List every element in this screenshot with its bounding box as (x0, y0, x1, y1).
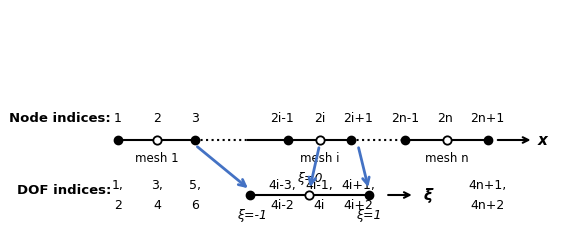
Text: 1: 1 (114, 111, 122, 124)
Text: 2i: 2i (314, 111, 325, 124)
Text: DOF indices:: DOF indices: (17, 184, 111, 196)
Text: 2n+1: 2n+1 (471, 111, 505, 124)
Text: 2n: 2n (437, 111, 452, 124)
Text: 2: 2 (114, 198, 122, 211)
Text: 6: 6 (191, 198, 199, 211)
Text: 3: 3 (191, 111, 199, 124)
Text: 1,: 1, (112, 179, 123, 192)
Text: 4i+2: 4i+2 (343, 198, 373, 211)
Text: 3,: 3, (151, 179, 163, 192)
Text: 4: 4 (153, 198, 161, 211)
Text: mesh 1: mesh 1 (135, 151, 179, 164)
Text: 5,: 5, (189, 179, 201, 192)
Text: mesh i: mesh i (300, 151, 339, 164)
Text: 4i-3,: 4i-3, (268, 179, 296, 192)
Text: x: x (538, 133, 548, 147)
Text: 4i-1,: 4i-1, (306, 179, 333, 192)
Text: 2i-1: 2i-1 (270, 111, 294, 124)
Text: ξ=0: ξ=0 (296, 172, 322, 184)
Text: ξ=-1: ξ=-1 (237, 208, 267, 221)
Text: 4n+2: 4n+2 (471, 198, 505, 211)
Text: 2n-1: 2n-1 (391, 111, 419, 124)
Text: ξ=1: ξ=1 (356, 208, 382, 221)
Text: 4n+1,: 4n+1, (468, 179, 507, 192)
Text: 2: 2 (153, 111, 161, 124)
Text: 2i+1: 2i+1 (343, 111, 373, 124)
Text: 4i: 4i (314, 198, 325, 211)
Text: mesh n: mesh n (424, 151, 468, 164)
Text: 4i+1,: 4i+1, (341, 179, 375, 192)
Text: Node indices:: Node indices: (10, 111, 111, 124)
Text: ξ: ξ (424, 187, 432, 203)
Text: 4i-2: 4i-2 (270, 198, 294, 211)
